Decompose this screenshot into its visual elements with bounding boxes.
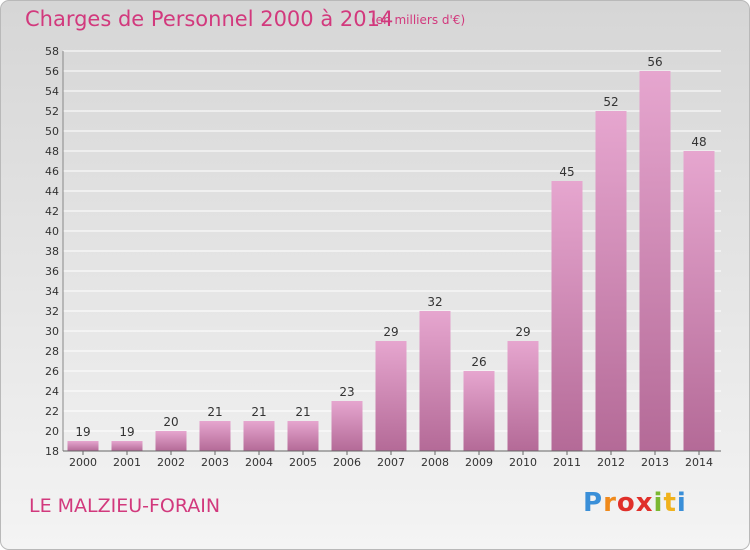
y-tick-label: 48	[45, 145, 59, 158]
y-tick-label: 22	[45, 405, 59, 418]
y-tick-label: 26	[45, 365, 59, 378]
bar-2009	[463, 371, 495, 451]
x-tick-label-2001: 2001	[113, 456, 141, 469]
data-label-2010: 29	[515, 325, 530, 339]
data-label-2000: 19	[75, 425, 90, 439]
data-label-2009: 26	[471, 355, 486, 369]
x-tick-label-2012: 2012	[597, 456, 625, 469]
y-axis-ticks: 18 20 22 24 26 28 30 32 34 36 38 40 42 44 46 48 50 52 54 56…	[45, 45, 64, 458]
commune-name: LE MALZIEU-FORAIN	[29, 495, 221, 517]
logo-letter: i	[653, 488, 664, 518]
x-tick-label-2007: 2007	[377, 456, 405, 469]
y-tick-label: 58	[45, 45, 59, 58]
x-tick-label-2000: 2000	[69, 456, 97, 469]
logo-letter: x	[635, 488, 654, 518]
y-tick-label: 42	[45, 205, 59, 218]
data-label-2003: 21	[207, 405, 222, 419]
x-tick-label-2005: 2005	[289, 456, 317, 469]
bar-2012	[595, 111, 627, 451]
y-tick-label: 18	[45, 445, 59, 458]
y-tick-label: 36	[45, 265, 59, 278]
data-label-2014: 48	[691, 135, 706, 149]
bar-2013	[639, 71, 671, 451]
x-tick-label-2003: 2003	[201, 456, 229, 469]
data-labels: 19 19 20 21 21 21 23 29 32 26 29 45 52 56 48	[75, 55, 706, 439]
bars	[67, 71, 715, 451]
y-tick-label: 44	[45, 185, 59, 198]
y-tick-label: 56	[45, 65, 59, 78]
x-tick-label-2002: 2002	[157, 456, 185, 469]
chart-title: Charges de Personnel 2000 à 2014	[25, 7, 394, 31]
data-label-2013: 56	[647, 55, 662, 69]
data-label-2001: 19	[119, 425, 134, 439]
logo-letter: r	[603, 488, 617, 518]
y-tick-label: 30	[45, 325, 59, 338]
data-label-2007: 29	[383, 325, 398, 339]
x-tick-label-2004: 2004	[245, 456, 273, 469]
y-tick-label: 34	[45, 285, 59, 298]
y-tick-label: 20	[45, 425, 59, 438]
bar-2000	[67, 441, 99, 451]
data-label-2002: 20	[163, 415, 178, 429]
data-label-2012: 52	[603, 95, 618, 109]
x-tick-label-2009: 2009	[465, 456, 493, 469]
bar-2004	[243, 421, 275, 451]
bar-2014	[683, 151, 715, 451]
x-tick-label-2008: 2008	[421, 456, 449, 469]
x-tick-label-2006: 2006	[333, 456, 361, 469]
data-label-2004: 21	[251, 405, 266, 419]
bar-2007	[375, 341, 407, 451]
bar-2010	[507, 341, 539, 451]
logo-letter: P	[583, 488, 604, 518]
data-label-2011: 45	[559, 165, 574, 179]
bar-2011	[551, 181, 583, 451]
data-label-2008: 32	[427, 295, 442, 309]
y-tick-label: 40	[45, 225, 59, 238]
y-tick-label: 28	[45, 345, 59, 358]
y-tick-label: 32	[45, 305, 59, 318]
y-tick-label: 50	[45, 125, 59, 138]
data-label-2005: 21	[295, 405, 310, 419]
proxiti-logo[interactable]: Proxiti	[583, 488, 687, 518]
bar-2001	[111, 441, 143, 451]
bar-2005	[287, 421, 319, 451]
x-tick-label-2014: 2014	[685, 456, 713, 469]
logo-letter: i	[676, 488, 687, 518]
logo-letter: o	[616, 488, 636, 518]
y-tick-label: 54	[45, 85, 59, 98]
bar-2006	[331, 401, 363, 451]
bar-2003	[199, 421, 231, 451]
y-tick-label: 46	[45, 165, 59, 178]
x-axis-ticks: 2000 2001 2002 2003 2004 2005 2006 2007 2008 2009…	[63, 450, 721, 469]
logo-letter: t	[663, 488, 677, 518]
x-tick-label-2011: 2011	[553, 456, 581, 469]
y-tick-label: 38	[45, 245, 59, 258]
bar-2008	[419, 311, 451, 451]
bar-2002	[155, 431, 187, 451]
x-tick-label-2013: 2013	[641, 456, 669, 469]
x-tick-label-2010: 2010	[509, 456, 537, 469]
y-tick-label: 52	[45, 105, 59, 118]
y-tick-label: 24	[45, 385, 59, 398]
chart-subtitle: (en milliers d'€)	[371, 13, 466, 27]
data-label-2006: 23	[339, 385, 354, 399]
